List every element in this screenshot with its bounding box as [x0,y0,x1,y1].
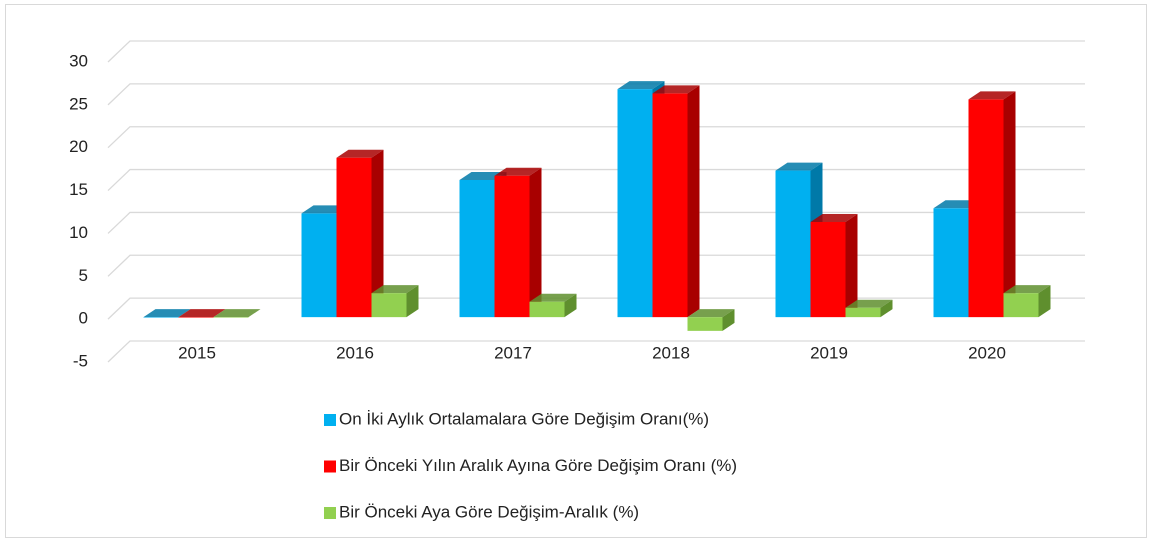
bar-top [810,214,858,222]
bar-side [845,214,858,318]
y-tick-label: 5 [79,266,88,285]
bar-top [617,81,665,90]
bar [810,222,846,318]
bar [1003,293,1039,318]
bar [845,307,881,318]
bar-top [1003,285,1051,294]
bar [336,157,372,318]
bar-top [213,309,261,318]
grid-line [107,168,1085,192]
x-tick-label: 2019 [810,343,848,362]
bar [143,317,179,318]
bar-side [529,167,542,318]
bar-side [371,149,384,318]
y-tick-label: 0 [79,309,88,328]
bar-top [687,309,735,318]
bar-top [178,309,226,318]
legend-label: Bir Önceki Aya Göre Değişim-Aralık (%) [339,502,639,521]
y-tick-label: 15 [69,180,88,199]
bar-side [564,293,577,318]
bar-top [968,91,1016,100]
bar-top [775,162,823,171]
grid-line [107,126,1085,149]
bar [968,99,1004,318]
bar-top [652,85,700,94]
grid-line [107,40,1085,63]
bar [529,301,565,318]
bar-top [371,285,419,294]
bar-top [143,309,191,318]
y-tick-label: 20 [69,137,88,156]
bar [494,175,530,318]
bar-side [1003,91,1016,318]
grid-line [107,254,1085,277]
bar-top [494,167,542,176]
legend-swatch [324,414,336,426]
grid-line [107,297,1085,320]
bar [933,208,969,318]
legend-label: On İki Aylık Ortalamalara Göre Değişim O… [339,409,709,428]
bar [687,317,723,331]
x-tick-label: 2017 [494,343,532,362]
bar-top [845,299,893,308]
bar-side [1038,285,1051,318]
bar-side [406,285,419,318]
y-tick-label: 10 [69,223,88,242]
grid-line [107,83,1085,106]
x-tick-label: 2015 [178,343,216,362]
y-tick-label: -5 [73,351,88,370]
y-tick-label: 25 [69,94,88,113]
x-tick-label: 2018 [652,343,690,362]
bar-top [529,293,577,302]
bar [371,293,407,318]
bar [213,317,249,318]
x-tick-label: 2016 [336,343,374,362]
bar [652,93,688,318]
bar [301,213,337,318]
bar [178,317,214,318]
bar [459,180,495,318]
grid-line [107,340,1085,363]
grid-line [107,211,1085,234]
x-tick-label: 2020 [968,343,1006,362]
bar-side [880,299,893,318]
legend-label: Bir Önceki Yılın Aralık Ayına Göre Değiş… [339,456,737,475]
bar [775,170,811,318]
legend-swatch [324,460,336,473]
y-tick-label: 30 [69,51,88,70]
bar-side [722,309,735,331]
legend-swatch [324,507,336,519]
bar-top [336,149,384,158]
bar [617,89,653,318]
bar-side [687,85,700,318]
